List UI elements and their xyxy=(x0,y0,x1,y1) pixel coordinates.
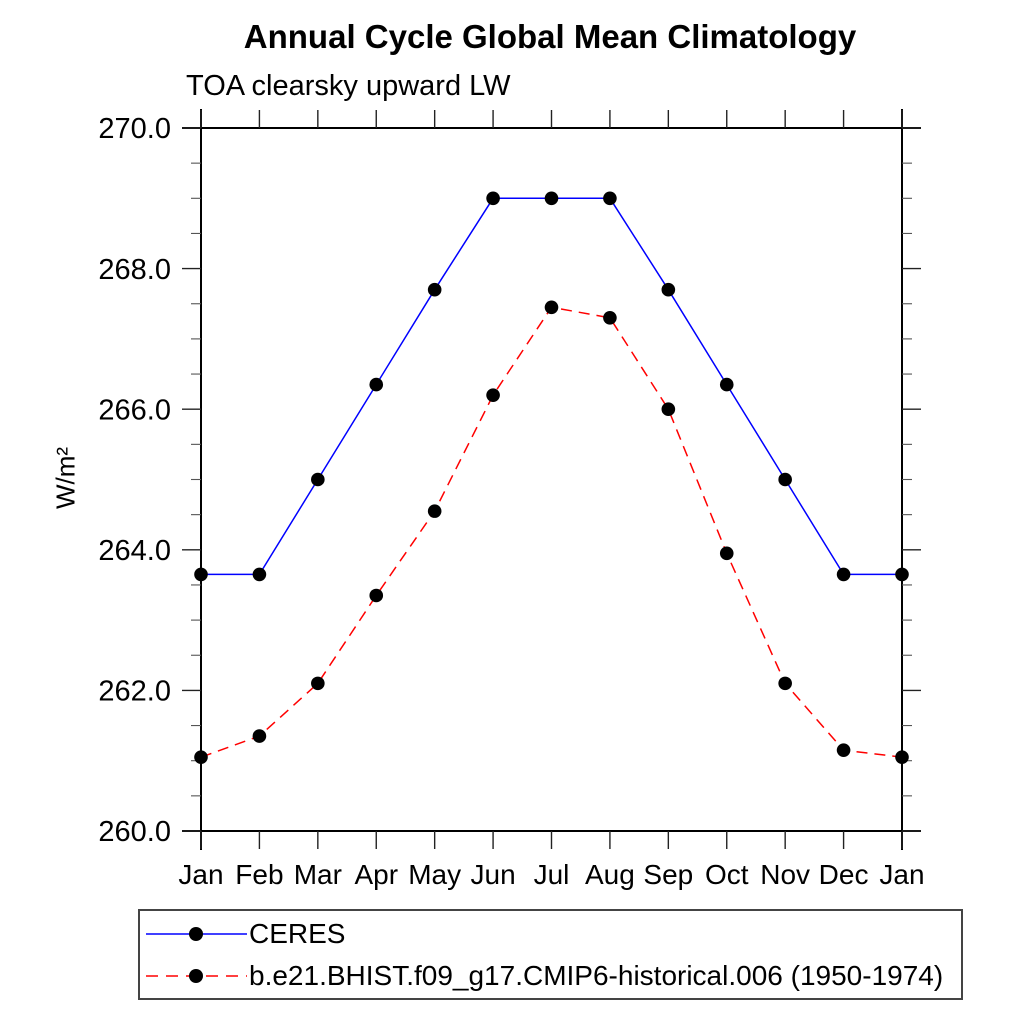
data-point-marker xyxy=(486,388,500,402)
data-point-marker xyxy=(311,472,325,487)
x-tick-label: Dec xyxy=(819,859,869,890)
ceres-line-sample-icon xyxy=(146,926,247,941)
x-tick-label: Jan xyxy=(879,859,924,890)
data-point-marker xyxy=(719,377,734,392)
data-point-marker xyxy=(661,282,676,297)
x-tick-label: Apr xyxy=(354,859,398,890)
data-point-marker xyxy=(603,191,617,206)
y-tick-label: 264.0 xyxy=(98,535,171,567)
data-point-marker xyxy=(369,588,384,603)
data-point-marker xyxy=(369,377,384,392)
data-point-marker xyxy=(252,729,267,743)
data-point-marker xyxy=(544,300,559,315)
x-tick-label: Nov xyxy=(760,859,810,890)
data-point-marker xyxy=(252,567,267,582)
data-point-marker xyxy=(311,676,325,691)
data-point-marker xyxy=(194,567,208,582)
legend-label-model: b.e21.BHIST.f09_g17.CMIP6-historical.006… xyxy=(249,959,944,991)
x-tick-label: Jul xyxy=(534,859,570,890)
ceres-line xyxy=(201,197,902,576)
data-point-marker xyxy=(895,567,909,582)
data-point-marker xyxy=(895,750,909,764)
data-point-marker xyxy=(194,750,208,764)
data-point-marker xyxy=(661,402,676,417)
y-tick-label: 268.0 xyxy=(98,254,171,286)
legend-label-ceres: CERES xyxy=(249,917,346,949)
model-line xyxy=(200,306,903,758)
data-point-marker xyxy=(836,567,851,582)
data-point-marker xyxy=(836,743,851,757)
data-point-marker xyxy=(778,676,792,691)
y-tick-label: 266.0 xyxy=(98,394,171,426)
x-tick-label: May xyxy=(408,859,461,890)
y-tick-label: 262.0 xyxy=(98,676,171,708)
x-tick-label: Feb xyxy=(235,859,283,890)
data-point-marker xyxy=(719,546,734,561)
data-point-marker xyxy=(603,311,617,325)
data-point-marker xyxy=(427,504,442,518)
x-tick-label: Oct xyxy=(705,859,749,890)
data-point-marker xyxy=(544,191,559,206)
legend-row-ceres: CERES xyxy=(144,913,961,955)
model-dashed-line-sample-icon xyxy=(146,968,247,983)
x-tick-label: Jun xyxy=(471,859,516,890)
data-point-marker xyxy=(427,282,442,297)
x-tick-label: Aug xyxy=(585,859,635,890)
data-point-marker xyxy=(778,472,792,487)
x-tick-label: Jan xyxy=(178,859,223,890)
y-tick-label: 260.0 xyxy=(98,816,171,848)
x-tick-label: Mar xyxy=(294,859,342,890)
legend: CERES b.e21.BHIST.f09_g17.CMIP6-historic… xyxy=(138,909,963,1000)
x-tick-label: Sep xyxy=(643,859,693,890)
y-tick-label: 270.0 xyxy=(98,113,171,145)
chart-title: Annual Cycle Global Mean Climatology xyxy=(243,18,857,55)
chart-subtitle: TOA clearsky upward LW xyxy=(186,70,511,102)
data-point-marker xyxy=(486,191,500,206)
legend-row-model: b.e21.BHIST.f09_g17.CMIP6-historical.006… xyxy=(144,955,961,997)
